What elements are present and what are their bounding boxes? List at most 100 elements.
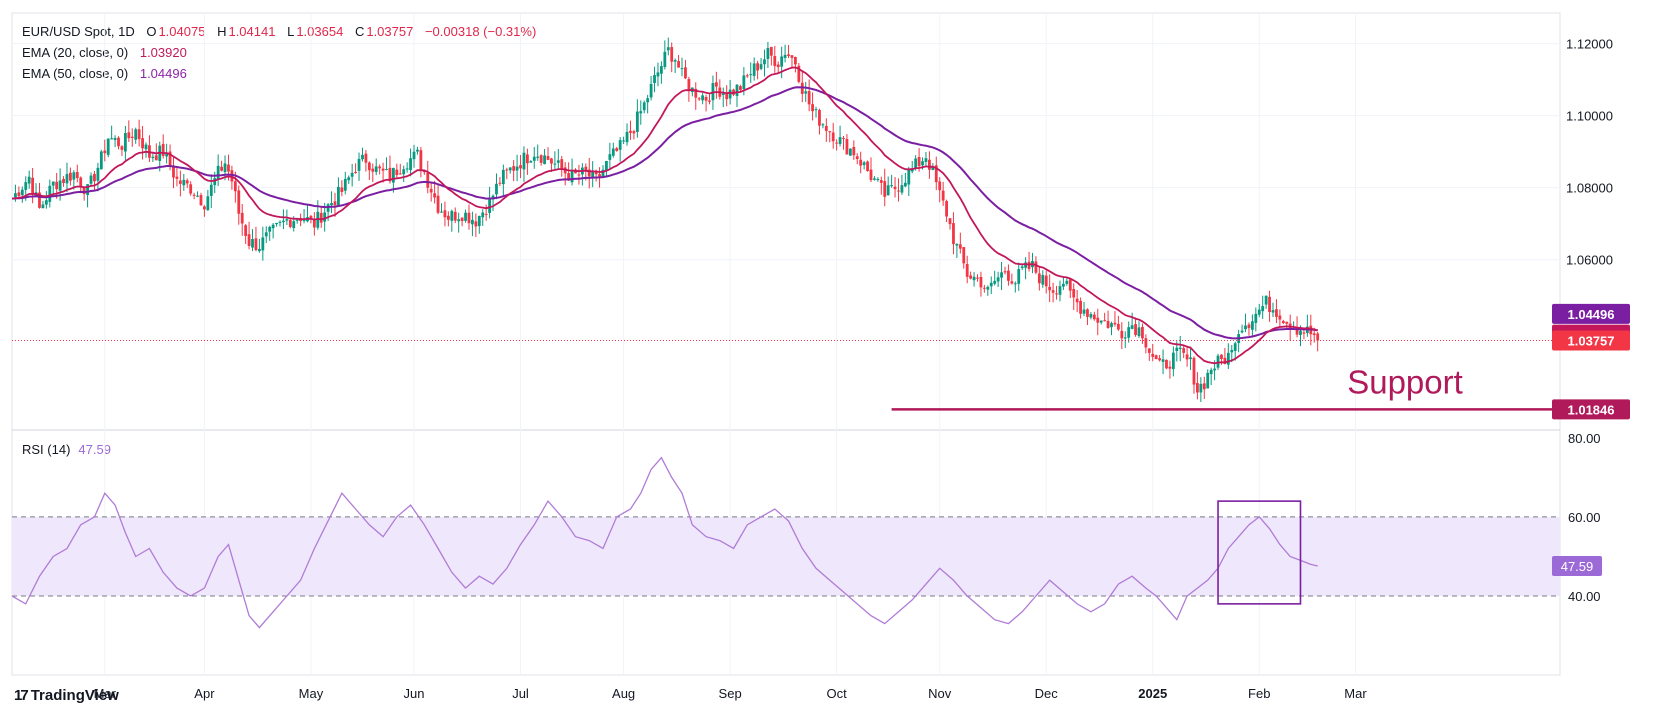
candle-body (543, 155, 546, 165)
candle-body (416, 149, 419, 152)
candle-body (285, 219, 289, 221)
candle-body (594, 171, 598, 175)
candle-body (41, 204, 45, 209)
candle-body (515, 166, 519, 171)
candle-body (371, 168, 375, 172)
candle-body (958, 244, 962, 249)
candle-body (890, 185, 894, 187)
candle-body (1299, 330, 1302, 335)
candle-body (1196, 383, 1199, 393)
candle-body (178, 180, 182, 184)
candle-body (611, 148, 615, 156)
candle-body (993, 280, 997, 284)
candle-body (364, 153, 368, 163)
candle-body (787, 54, 790, 57)
current-price-tag-text: 1.03757 (1568, 334, 1615, 349)
candle-body (1168, 366, 1172, 369)
candle-body (323, 212, 327, 222)
candle-body (240, 212, 244, 224)
candle-body (347, 177, 351, 181)
candle-body (553, 163, 557, 165)
candle-body (251, 238, 254, 248)
candle-body (914, 158, 918, 169)
candle-body (130, 136, 134, 138)
candle-body (333, 201, 337, 206)
tradingview-logo[interactable]: 17 TradingView (14, 687, 119, 704)
candle-body (1116, 323, 1120, 330)
candle-body (1202, 383, 1206, 390)
candle-body (577, 174, 581, 176)
candle-body (532, 156, 536, 161)
candle-body (257, 249, 261, 252)
candle-body (1147, 348, 1151, 353)
candle-body (203, 206, 206, 210)
candle-body (728, 89, 732, 99)
candle-body (354, 172, 357, 174)
candle-body (1154, 355, 1158, 360)
candle-body (182, 179, 186, 186)
candle-body (591, 170, 595, 178)
candle-body (962, 247, 966, 264)
candle-body (1068, 279, 1072, 291)
candle-body (1062, 283, 1065, 287)
candle-body (1120, 330, 1124, 339)
candle-body (402, 169, 406, 175)
candle-body (1275, 309, 1278, 317)
candle-body (1213, 368, 1216, 371)
candle-body (838, 137, 842, 144)
candle-body (330, 203, 333, 206)
price-tick-label: 1.10000 (1566, 109, 1613, 124)
candle-body (1000, 272, 1003, 278)
rsi-tick-label: 40.00 (1568, 589, 1601, 604)
candle-body (529, 161, 533, 163)
candle-body (1230, 350, 1234, 353)
candle-body (807, 91, 811, 105)
candle-body (361, 154, 364, 160)
candle-body (659, 66, 663, 74)
candle-body (625, 131, 629, 143)
ema50-price-tag (1552, 303, 1630, 324)
candle-body (484, 213, 488, 215)
candle-body (584, 166, 588, 171)
candle-body (103, 150, 107, 154)
candle-body (409, 158, 412, 171)
candles (14, 37, 1320, 402)
candle-body (1092, 314, 1096, 320)
candle-body (412, 151, 416, 160)
candle-body (264, 232, 268, 237)
candle-body (1013, 283, 1017, 285)
candle-body (337, 186, 340, 207)
candle-body (776, 64, 780, 68)
candle-body (340, 187, 344, 192)
candle-body (1247, 324, 1251, 329)
time-tick-label: Oct (827, 686, 848, 701)
candle-body (89, 175, 93, 184)
candle-body (137, 129, 141, 140)
time-tick-label: Jul (512, 686, 529, 701)
candle-body (309, 215, 313, 219)
candle-body (123, 132, 127, 152)
candle-body (1244, 325, 1247, 330)
candle-body (374, 166, 378, 172)
candle-body (38, 192, 41, 208)
candle-body (1127, 327, 1131, 338)
candle-body (175, 176, 179, 179)
candle-body (941, 190, 945, 201)
candle-body (1123, 337, 1127, 339)
candle-body (605, 160, 608, 171)
candle-body (385, 169, 388, 171)
candle-body (1264, 295, 1268, 305)
candle-body (144, 144, 148, 150)
price-tick-label: 1.08000 (1566, 181, 1613, 196)
candle-body (55, 181, 59, 190)
candle-body (1106, 320, 1110, 328)
candle-body (350, 172, 354, 177)
candle-body (952, 223, 955, 245)
candle-body (395, 169, 399, 176)
candle-body (141, 138, 144, 149)
candle-body (903, 182, 907, 187)
candle-body (367, 162, 371, 171)
candle-body (739, 86, 742, 90)
candle-body (199, 195, 203, 206)
